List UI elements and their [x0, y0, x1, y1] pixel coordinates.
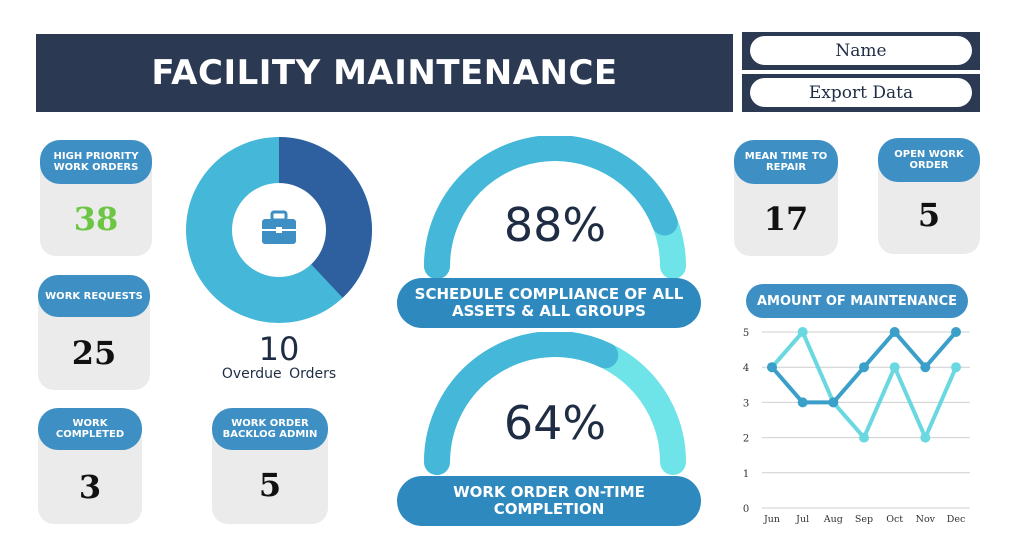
series-line [770, 330, 958, 440]
chart-grid [762, 331, 970, 509]
series-point [889, 327, 900, 337]
on-time-completion-label: WORK ORDER ON-TIME COMPLETION [397, 476, 701, 526]
y-tick-label: 4 [743, 363, 749, 374]
card-label: WORK ORDER BACKLOG ADMIN [212, 408, 328, 450]
x-tick-label: Jul [795, 514, 809, 525]
name-button[interactable]: Name [750, 36, 972, 65]
card-value: 3 [78, 468, 102, 506]
series-point [859, 362, 869, 373]
name-button-frame: Name [742, 32, 980, 70]
overdue-label: Overdue Orders [221, 366, 337, 382]
card-label: OPEN WORK ORDER [878, 138, 980, 182]
gauge-fill [424, 332, 619, 475]
y-tick-label: 0 [743, 504, 749, 515]
x-tick-label: Oct [886, 514, 903, 525]
x-tick-label: Aug [823, 514, 843, 525]
overdue-donut [186, 137, 372, 323]
schedule-compliance-gauge [424, 136, 686, 279]
donut-overdue-slice [279, 137, 372, 298]
card-value: 5 [917, 196, 941, 234]
chart-title: AMOUNT OF MAINTENANCE [746, 284, 968, 318]
schedule-compliance-value: 88% [503, 198, 607, 252]
card-label: HIGH PRIORITY WORK ORDERS [40, 140, 152, 184]
series-point [951, 327, 961, 337]
series-point [797, 397, 808, 408]
card-value: 25 [71, 334, 117, 372]
export-data-button[interactable]: Export Data [750, 78, 972, 107]
series-point [889, 362, 900, 373]
series-point [920, 362, 931, 373]
y-tick-label: 3 [743, 398, 749, 409]
series-point [767, 362, 777, 373]
x-tick-label: Sep [855, 514, 873, 525]
overdue-value: 10 [258, 330, 300, 368]
card-value: 5 [258, 466, 282, 504]
y-tick-label: 5 [743, 328, 749, 339]
title-banner: FACILITY MAINTENANCE [36, 34, 733, 112]
y-tick-label: 2 [743, 434, 749, 445]
briefcase-icon [262, 210, 296, 244]
export-button-frame: Export Data [742, 74, 980, 112]
y-tick-label: 1 [743, 469, 749, 480]
series-point [859, 432, 869, 443]
card-label: WORK REQUESTS [38, 275, 150, 317]
chart-series [767, 327, 961, 443]
chart-axis-labels: 0 1 2 3 4 5 Jun Jul Aug Sep Oct Nov Dec [743, 328, 965, 525]
card-label: WORK COMPLETED [38, 408, 142, 450]
series-point [797, 327, 808, 337]
series-point [920, 432, 931, 443]
x-tick-label: Nov [916, 514, 936, 525]
on-time-completion-gauge [424, 332, 686, 475]
x-tick-label: Dec [947, 514, 966, 525]
card-value: 17 [763, 200, 809, 238]
series-point [828, 397, 839, 408]
page-title: FACILITY MAINTENANCE [151, 53, 618, 93]
card-label: MEAN TIME TO REPAIR [734, 140, 838, 184]
series-point [951, 362, 961, 373]
gauge-fill [424, 136, 678, 279]
header-actions: Name Export Data [742, 32, 980, 112]
schedule-compliance-label: SCHEDULE COMPLIANCE OF ALL ASSETS & ALL … [397, 278, 701, 328]
on-time-completion-value: 64% [503, 396, 607, 450]
card-value: 38 [73, 200, 119, 238]
maintenance-line-chart: 0 1 2 3 4 5 Jun Jul Aug Sep Oct Nov Dec [743, 327, 970, 525]
x-tick-label: Jun [763, 514, 780, 525]
